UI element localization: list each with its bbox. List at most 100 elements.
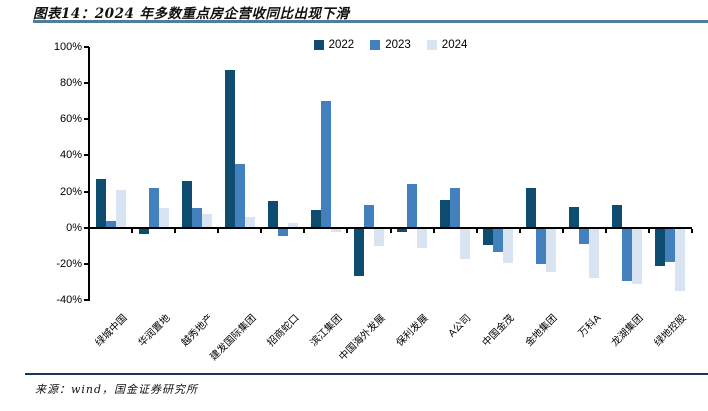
x-axis-tick (561, 228, 564, 233)
bar-2023 (320, 101, 331, 228)
bar-2024 (373, 228, 384, 246)
bar-2023 (234, 164, 245, 228)
bar-2022 (612, 205, 623, 228)
x-axis-category-label: 绿地控股 (653, 312, 690, 349)
x-axis-tick (174, 228, 177, 233)
bar-2022 (397, 228, 408, 233)
bar-2024 (201, 214, 212, 228)
bar-2023 (148, 187, 159, 228)
bar-2023 (622, 228, 633, 282)
bar-2022 (224, 70, 235, 228)
bar-2023 (579, 228, 590, 245)
chart-title: 图表14：2024 年多数重点房企营收同比出现下滑 (33, 6, 350, 22)
footer-divider (25, 373, 708, 375)
x-axis-tick (475, 228, 478, 233)
y-axis-tick (84, 118, 89, 121)
bar-2024 (417, 228, 428, 248)
source-note: 来源：wind，国金证券研究所 (35, 383, 199, 396)
x-axis-category-label: 龙湖集团 (609, 312, 647, 349)
x-axis-category-label: 万科A (576, 312, 603, 340)
bar-2022 (310, 209, 321, 228)
x-axis-category-label: 招商蛇口 (265, 312, 302, 349)
bar-2023 (536, 228, 547, 264)
bar-2022 (569, 206, 580, 228)
x-axis-baseline (89, 226, 692, 229)
y-axis-tick-label: -40% (56, 294, 82, 306)
y-axis-tick-label: -20% (56, 257, 82, 270)
x-axis-category-label: 金地集团 (523, 312, 560, 349)
y-axis-tick (84, 190, 89, 193)
x-axis-category-label: 中国金茂 (480, 312, 517, 349)
bar-2024 (330, 228, 341, 233)
x-axis-tick (604, 228, 607, 233)
y-axis-tick (84, 82, 89, 85)
title-divider (33, 20, 708, 23)
x-axis-tick (346, 228, 349, 233)
bar-2023 (665, 228, 676, 263)
x-axis-tick (389, 228, 392, 233)
legend-item-2023: 2023 (370, 39, 411, 51)
bar-2024 (287, 223, 298, 228)
bar-2022 (181, 180, 192, 228)
bar-2023 (363, 205, 374, 228)
bar-2023 (191, 207, 202, 228)
bar-2022 (526, 187, 537, 228)
y-axis-tick (84, 46, 89, 48)
bar-2023 (277, 228, 288, 236)
legend-label: 2022 (328, 39, 355, 51)
bar-2022 (138, 228, 149, 235)
x-axis-category-label: 保利发展 (394, 312, 431, 349)
legend-item-2024: 2024 (426, 39, 468, 51)
bar-2024 (632, 228, 643, 284)
bar-2024 (546, 228, 557, 273)
x-axis-category-label: 华润置地 (136, 312, 173, 349)
bar-2024 (503, 228, 514, 264)
bar-2022 (267, 200, 278, 228)
bar-2024 (115, 189, 126, 228)
bar-2023 (105, 221, 116, 228)
x-axis-tick (518, 228, 521, 233)
legend-item-2022: 2022 (313, 39, 355, 51)
bar-2022 (440, 199, 451, 228)
bar-2022 (95, 178, 106, 228)
y-axis-line (88, 47, 90, 301)
y-axis-tick-label: 40% (59, 149, 82, 162)
x-axis-category-label: A公司 (447, 312, 474, 340)
y-axis-tick-label: 60% (59, 113, 82, 126)
x-axis-tick (217, 228, 220, 233)
bar-2022 (655, 228, 666, 266)
bar-2023 (450, 187, 461, 228)
plot-area: 绿城中国 华润置地 越秀地产 建发国际集团 招商蛇口 滨江集团 中国海外发展 保利发展 A公司中… (89, 47, 693, 363)
chart-legend: 2022 2023 2024 (89, 39, 692, 51)
bar-2023 (407, 184, 418, 228)
bar-2023 (493, 228, 504, 253)
bar-2022 (483, 228, 494, 245)
bar-2022 (353, 228, 364, 276)
x-axis-tick (691, 228, 693, 233)
x-axis-tick (432, 228, 435, 233)
y-axis-tick-label: 20% (59, 185, 82, 198)
x-axis-tick (260, 228, 263, 233)
x-axis-category-label: 越秀地产 (179, 312, 216, 349)
bar-2024 (589, 228, 600, 279)
y-axis-tick (84, 299, 89, 301)
x-axis-tick (303, 228, 306, 233)
legend-swatch-icon (426, 40, 437, 50)
y-axis-tick (84, 226, 89, 229)
y-axis-tick-label: 80% (59, 77, 82, 90)
bar-2024 (158, 207, 169, 228)
x-axis-tick (131, 228, 134, 233)
y-axis-tick-label: 100% (53, 41, 82, 53)
x-axis-category-label: 绿城中国 (93, 312, 130, 349)
y-axis-tick (84, 154, 89, 157)
legend-swatch-icon (370, 40, 381, 50)
bar-2024 (675, 228, 686, 292)
x-axis-tick (647, 228, 650, 233)
legend-swatch-icon (313, 40, 324, 50)
y-axis-tick (84, 262, 89, 265)
bar-2024 (460, 228, 471, 260)
bar-2024 (244, 216, 255, 228)
legend-label: 2023 (385, 39, 411, 51)
legend-label: 2024 (441, 39, 468, 51)
